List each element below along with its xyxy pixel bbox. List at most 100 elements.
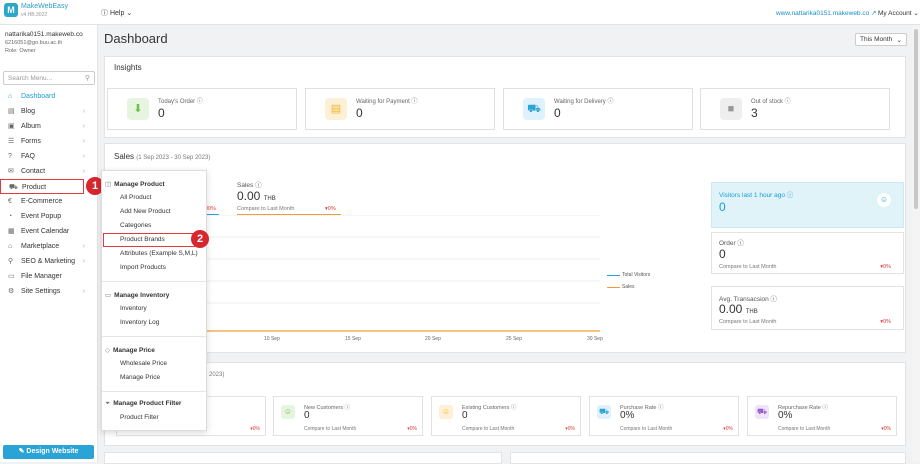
brand[interactable]: MakeWebEasy v4.HB.3022 xyxy=(21,3,68,19)
card-value: 0 xyxy=(462,410,468,421)
submenu-item-categories[interactable]: Categories xyxy=(120,222,152,229)
home-icon: ⌂ xyxy=(8,93,13,100)
period-select[interactable]: This Month ⌄ xyxy=(855,33,907,46)
sidebar-item-forms[interactable]: ☰ Forms › xyxy=(0,134,97,149)
user-info: nattarika0151.makeweb.co 6216051@go.buu.… xyxy=(5,31,83,55)
divider xyxy=(102,281,206,282)
sidebar-item-album[interactable]: ▣ Album › xyxy=(0,119,97,134)
sidebar-item-label: Contact xyxy=(21,168,46,175)
visitors-label: Visitors last 1 hour ago ⓘ xyxy=(719,192,794,199)
bottom-panel-left xyxy=(104,452,502,464)
forms-icon: ☰ xyxy=(8,138,15,145)
legend-sales: Sales xyxy=(622,284,635,290)
submenu-item-product-brands[interactable]: Product Brands xyxy=(120,236,165,243)
cart-icon: ⛟ xyxy=(9,184,18,191)
insight-card-waiting-payment[interactable]: ▤ Waiting for Payment ⓘ 0 xyxy=(305,88,495,130)
help-menu[interactable]: ⓘ Help ⌄ xyxy=(101,8,132,18)
account-label: My Account xyxy=(878,10,912,17)
submenu-item-inventory-log[interactable]: Inventory Log xyxy=(120,319,160,326)
filter-icon: ⏷ xyxy=(105,400,111,407)
site-link[interactable]: www.nattarika0151.makeweb.co ↗ xyxy=(776,9,876,17)
insight-card-waiting-delivery[interactable]: ⛟ Waiting for Delivery ⓘ 0 xyxy=(503,88,693,130)
submenu-item-attributes[interactable]: Attributes (Example S,M,L) xyxy=(120,250,198,257)
user-icon: ☺ xyxy=(877,193,891,207)
legend-swatch-sales xyxy=(607,287,620,288)
sidebar-item-label: Album xyxy=(21,123,41,130)
cart-icon: ⛟ xyxy=(597,405,611,419)
insight-card-out-of-stock[interactable]: ■ Out of stock ⓘ 3 xyxy=(700,88,890,130)
chevron-right-icon: › xyxy=(82,108,85,115)
card-change: ▾0% xyxy=(565,426,575,432)
submenu-item-add-new-product[interactable]: Add New Product xyxy=(120,208,171,215)
sidebar-item-label: File Manager xyxy=(21,273,62,280)
insight-card-today-order[interactable]: ⬇ Today's Order ⓘ 0 xyxy=(107,88,297,130)
user-name: nattarika0151.makeweb.co xyxy=(5,31,83,38)
sidebar-item-label: SEO & Marketing xyxy=(21,258,76,265)
sidebar-item-product[interactable]: ⛟ Product xyxy=(0,179,84,194)
sidebar-item-file-manager[interactable]: ▭ File Manager xyxy=(0,269,97,284)
chevron-right-icon: › xyxy=(82,123,85,130)
chevron-down-icon: ⌄ xyxy=(896,37,902,44)
card-change: ▾0% xyxy=(407,426,417,432)
visitors-pct: 00% xyxy=(205,206,217,212)
tag-icon: ◫ xyxy=(105,181,112,188)
card-label: Existing Customers ⓘ xyxy=(462,405,517,411)
insight-label: Today's Order ⓘ xyxy=(158,99,203,105)
customers-range: n 2023) xyxy=(204,372,225,378)
insight-value: 0 xyxy=(356,106,363,120)
customer-card-purchase-rate: ⛟ Purchase Rate ⓘ 0% Compare to Last Mon… xyxy=(589,396,739,436)
submenu-heading: ⏷ Manage Product Filter xyxy=(105,400,182,407)
sidebar-item-label: Site Settings xyxy=(21,288,61,295)
user-plus-icon: ☺ xyxy=(281,405,295,419)
x-tick: 30 Sep xyxy=(587,336,603,342)
sidebar-item-ecommerce[interactable]: € E-Commerce xyxy=(0,194,97,209)
submenu-item-product-filter[interactable]: Product Filter xyxy=(120,414,159,421)
brand-version: v4.HB.3022 xyxy=(21,12,48,18)
chevron-right-icon: › xyxy=(82,258,85,265)
search-placeholder: Search Menu... xyxy=(8,75,53,82)
sidebar-item-event-calendar[interactable]: ▦ Event Calendar xyxy=(0,224,97,239)
card-compare: Compare to Last Month xyxy=(620,426,673,432)
sidebar-item-dashboard[interactable]: ⌂ Dashboard xyxy=(0,89,97,104)
order-label: Order ⓘ xyxy=(719,240,744,247)
box-icon: ■ xyxy=(720,98,742,120)
submenu-item-all-product[interactable]: All Product xyxy=(120,194,152,201)
sidebar-item-label: Event Calendar xyxy=(21,228,70,235)
x-tick: 10 Sep xyxy=(264,336,280,342)
submenu-item-import-products[interactable]: Import Products xyxy=(120,264,166,271)
card-value: 0% xyxy=(778,410,793,421)
sales-compare: Compare to Last Month xyxy=(237,206,295,212)
sidebar-item-contact[interactable]: ✉ Contact › xyxy=(0,164,97,179)
account-menu[interactable]: My Account ⌄ xyxy=(878,9,919,17)
scrollbar-thumb[interactable] xyxy=(914,29,918,209)
card-compare: Compare to Last Month xyxy=(462,426,515,432)
submenu-item-manage-price[interactable]: Manage Price xyxy=(120,374,161,381)
sidebar-item-blog[interactable]: ▤ Blog › xyxy=(0,104,97,119)
page-scrollbar[interactable] xyxy=(912,25,920,462)
sidebar-item-event-popup[interactable]: ◔ Event Popup xyxy=(0,209,97,224)
avg-label: Avg. Transacsion ⓘ xyxy=(719,296,778,303)
card-change: ▾0% xyxy=(250,426,260,432)
sidebar-item-faq[interactable]: ? FAQ › xyxy=(0,149,97,164)
card-compare: Compare to Last Month xyxy=(304,426,357,432)
ecommerce-icon: € xyxy=(8,198,12,205)
sidebar-item-marketplace[interactable]: ⌂ Marketplace › xyxy=(0,239,97,254)
popup-icon: ◔ xyxy=(8,213,13,220)
sidebar-item-label: Blog xyxy=(21,108,36,115)
visitors-card: Visitors last 1 hour ago ⓘ 0 ☺ xyxy=(711,182,904,228)
sidebar-item-label: Forms xyxy=(21,138,41,145)
avg-card: Avg. Transacsion ⓘ 0.00 THB Compare to L… xyxy=(711,286,904,330)
sidebar-item-seo[interactable]: ⚲ SEO & Marketing › xyxy=(0,254,97,269)
bottom-panel-right xyxy=(510,452,906,464)
design-website-button[interactable]: ✎ Design Website xyxy=(3,445,94,459)
order-change: ▾0% xyxy=(880,264,891,270)
submenu-item-inventory[interactable]: Inventory xyxy=(120,305,147,312)
legend-swatch-visitors xyxy=(607,275,620,276)
inbox-icon: ⬇ xyxy=(127,98,149,120)
submenu-item-wholesale-price[interactable]: Wholesale Price xyxy=(120,360,167,367)
sales-label: Sales ⓘ xyxy=(237,182,262,189)
sidebar-item-label: Event Popup xyxy=(21,213,62,220)
sidebar-item-site-settings[interactable]: ⚙ Site Settings › xyxy=(0,284,97,299)
avg-change: ▾0% xyxy=(880,319,891,325)
search-input[interactable]: Search Menu... ⚲ xyxy=(3,71,95,85)
